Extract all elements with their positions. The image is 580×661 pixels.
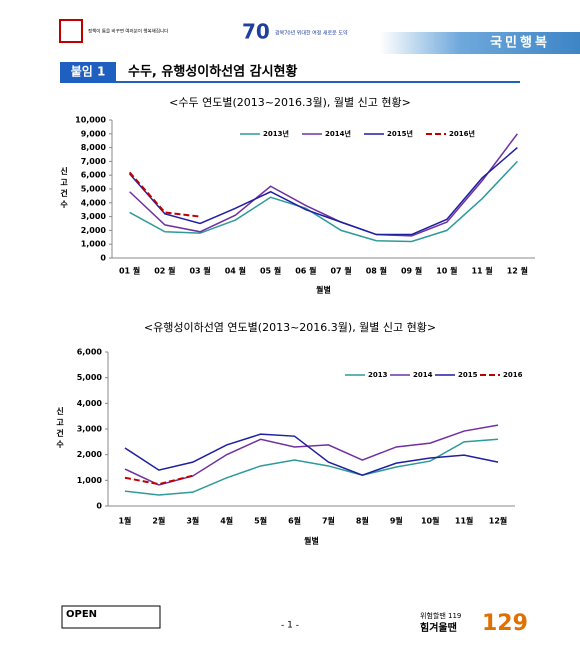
banner-text: 국민행복 <box>490 35 550 51</box>
y-axis-label: 신고건수 <box>59 166 68 211</box>
y-tick-label: 9,000 <box>81 129 107 138</box>
x-tick-label: 1월 <box>118 516 131 526</box>
series-line <box>124 474 194 486</box>
x-tick-label: 4월 <box>220 516 233 526</box>
y-tick-label: 6,000 <box>81 171 107 180</box>
series-line <box>129 133 518 237</box>
logo <box>59 19 83 43</box>
series-line <box>129 160 518 243</box>
x-tick-label: 5월 <box>254 516 267 526</box>
series-line <box>129 147 518 236</box>
legend-label: 2014 <box>413 371 433 379</box>
y-tick-label: 5,000 <box>81 185 107 194</box>
y-tick-label: 1,000 <box>77 476 103 485</box>
x-tick-label: 01 월 <box>119 266 140 276</box>
y-tick-label: 6,000 <box>77 348 103 357</box>
x-tick-label: 11월 <box>455 516 474 526</box>
hotline-number: 129 <box>482 611 528 636</box>
y-tick-label: 2,000 <box>81 226 107 235</box>
series-line <box>124 438 499 496</box>
y-tick-label: 8,000 <box>81 143 107 152</box>
section-badge-text: 붙임 1 <box>71 65 106 79</box>
y-tick-label: 4,000 <box>77 399 103 408</box>
series-line <box>128 171 201 218</box>
x-tick-label: 9월 <box>390 516 403 526</box>
legend-label: 2015 <box>458 371 478 379</box>
x-tick-label: 10월 <box>421 516 440 526</box>
y-tick-label: 5,000 <box>77 373 103 382</box>
legend-label: 2014년 <box>325 129 351 138</box>
y-tick-label: 1,000 <box>81 240 107 249</box>
page-number: - 1 - <box>281 621 299 631</box>
hotline1: 위험할땐 119 <box>420 611 461 620</box>
anniversary-text: 광복70년 위대한 여정 새로운 도약 <box>275 30 348 37</box>
legend-label: 2016 <box>503 371 523 379</box>
legend-label: 2015년 <box>387 129 413 138</box>
banner <box>380 32 580 54</box>
legend-label: 2013년 <box>263 129 289 138</box>
legend-label: 2016년 <box>449 129 475 138</box>
y-axis-label: 신고건수 <box>55 406 64 451</box>
open-badge <box>61 605 161 629</box>
x-tick-label: 07 월 <box>330 266 351 276</box>
anniversary-logo: 70 <box>242 20 270 44</box>
x-axis-label: 월별 <box>316 285 331 295</box>
x-tick-label: 7월 <box>322 516 335 526</box>
x-tick-label: 8월 <box>356 516 369 526</box>
x-tick-label: 6월 <box>288 516 301 526</box>
series-line <box>124 433 499 476</box>
y-tick-label: 2,000 <box>77 450 103 459</box>
open-text: OPEN <box>66 609 97 620</box>
x-tick-label: 11 월 <box>471 266 492 276</box>
x-tick-label: 3월 <box>186 516 199 526</box>
y-tick-label: 3,000 <box>77 425 103 434</box>
x-tick-label: 09 월 <box>401 266 422 276</box>
y-tick-label: 0 <box>100 254 106 263</box>
x-axis-label: 월별 <box>304 536 319 546</box>
x-tick-label: 12 월 <box>507 266 528 276</box>
chart-title: <수두 연도별(2013~2016.3월), 월별 신고 현황> <box>169 96 411 109</box>
y-tick-label: 7,000 <box>81 157 107 166</box>
x-tick-label: 2월 <box>152 516 165 526</box>
x-tick-label: 03 월 <box>189 266 210 276</box>
y-tick-label: 0 <box>96 502 102 511</box>
x-tick-label: 12월 <box>489 516 508 526</box>
x-tick-label: 06 월 <box>295 266 316 276</box>
x-tick-label: 04 월 <box>225 266 246 276</box>
section-title: 수두, 유행성이하선염 감시현황 <box>128 64 298 80</box>
x-tick-label: 08 월 <box>366 266 387 276</box>
slogan: 정책이 통을 바꾸면 여러분이 행복해집니다 <box>88 28 169 35</box>
y-tick-label: 3,000 <box>81 212 107 221</box>
x-tick-label: 10 월 <box>436 266 457 276</box>
chart-title: <유행성이하선염 연도별(2013~2016.3월), 월별 신고 현황> <box>144 320 436 334</box>
x-tick-label: 02 월 <box>154 266 175 276</box>
x-tick-label: 05 월 <box>260 266 281 276</box>
hotline2: 힘겨울땐 <box>420 621 457 634</box>
y-tick-label: 4,000 <box>81 198 107 207</box>
section-badge <box>60 62 116 81</box>
legend-label: 2013 <box>368 371 388 379</box>
y-tick-label: 10,000 <box>75 116 106 125</box>
